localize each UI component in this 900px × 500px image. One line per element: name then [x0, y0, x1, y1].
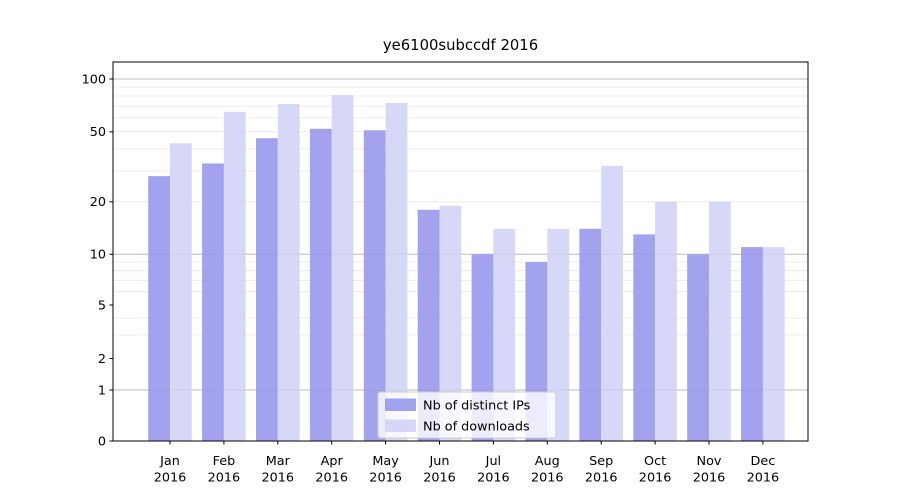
x-tick-label-month: Dec [751, 454, 776, 469]
x-tick-label-year: 2016 [423, 471, 456, 486]
x-tick-label-month: Jul [485, 454, 501, 469]
bar-mar-distinct-ips [256, 138, 278, 441]
bar-apr-distinct-ips [309, 128, 332, 442]
x-tick-label-month: Jan [159, 454, 180, 469]
x-tick-label-month: Nov [697, 454, 722, 469]
x-tick-label-year: 2016 [693, 471, 726, 486]
bar-dec-downloads [762, 247, 785, 441]
x-tick-label-year: 2016 [531, 471, 564, 486]
bar-apr-downloads [331, 95, 354, 441]
legend-box [377, 391, 557, 439]
bar-mar-downloads [277, 104, 300, 441]
y-tick-label: 100 [82, 72, 106, 87]
x-tick-label-month: Aug [535, 454, 560, 469]
bar-sep-distinct-ips [579, 228, 602, 441]
x-tick-label-year: 2016 [262, 471, 295, 486]
x-tick-label-year: 2016 [208, 471, 241, 486]
x-tick-label-year: 2016 [585, 471, 618, 486]
bar-jun-distinct-ips [417, 209, 440, 441]
bar-aug-downloads [547, 228, 570, 441]
x-tick-label-month: Sep [589, 454, 613, 469]
bar-jul-downloads [493, 228, 516, 441]
x-tick-label-month: Jun [429, 454, 450, 469]
legend-label-distinct-ips: Nb of distinct IPs [423, 399, 531, 414]
bar-oct-distinct-ips [633, 234, 656, 441]
bar-may-downloads [385, 103, 408, 441]
x-tick-label-month: May [372, 454, 399, 469]
bar-dec-distinct-ips [741, 247, 763, 441]
bar-sep-downloads [601, 165, 623, 441]
bar-oct-downloads [655, 201, 677, 441]
legend-label-downloads: Nb of downloads [423, 420, 530, 435]
x-tick-label-year: 2016 [154, 471, 187, 486]
plot-border [112, 61, 809, 442]
y-tick-label: 2 [98, 352, 106, 367]
y-tick-label: 5 [98, 298, 106, 313]
x-tick-label-year: 2016 [747, 471, 780, 486]
bar-nov-distinct-ips [687, 254, 709, 441]
y-tick-label: 20 [90, 195, 106, 210]
bar-feb-downloads [223, 111, 246, 442]
chart-title: ye6100subccdf 2016 [382, 37, 539, 54]
bar-feb-distinct-ips [202, 163, 224, 441]
x-tick-label-month: Apr [321, 454, 344, 469]
x-tick-label-month: Oct [644, 454, 666, 469]
legend-swatch-distinct-ips [385, 398, 416, 411]
x-tick-label-year: 2016 [639, 471, 672, 486]
x-tick-label-month: Feb [213, 454, 236, 469]
bar-may-distinct-ips [363, 130, 386, 442]
x-tick-label-year: 2016 [477, 471, 510, 486]
y-tick-label: 10 [90, 248, 106, 263]
x-tick-label-year: 2016 [315, 471, 348, 486]
legend-swatch-downloads [385, 419, 416, 432]
bar-nov-downloads [709, 201, 731, 441]
y-tick-label: 50 [90, 125, 106, 140]
x-tick-label-month: Mar [266, 454, 291, 469]
bar-jan-downloads [170, 143, 192, 442]
x-tick-label-year: 2016 [369, 471, 402, 486]
bar-jun-downloads [439, 205, 462, 441]
y-tick-label: 0 [98, 434, 106, 449]
bar-jan-distinct-ips [148, 176, 170, 441]
y-tick-label: 1 [98, 383, 106, 398]
